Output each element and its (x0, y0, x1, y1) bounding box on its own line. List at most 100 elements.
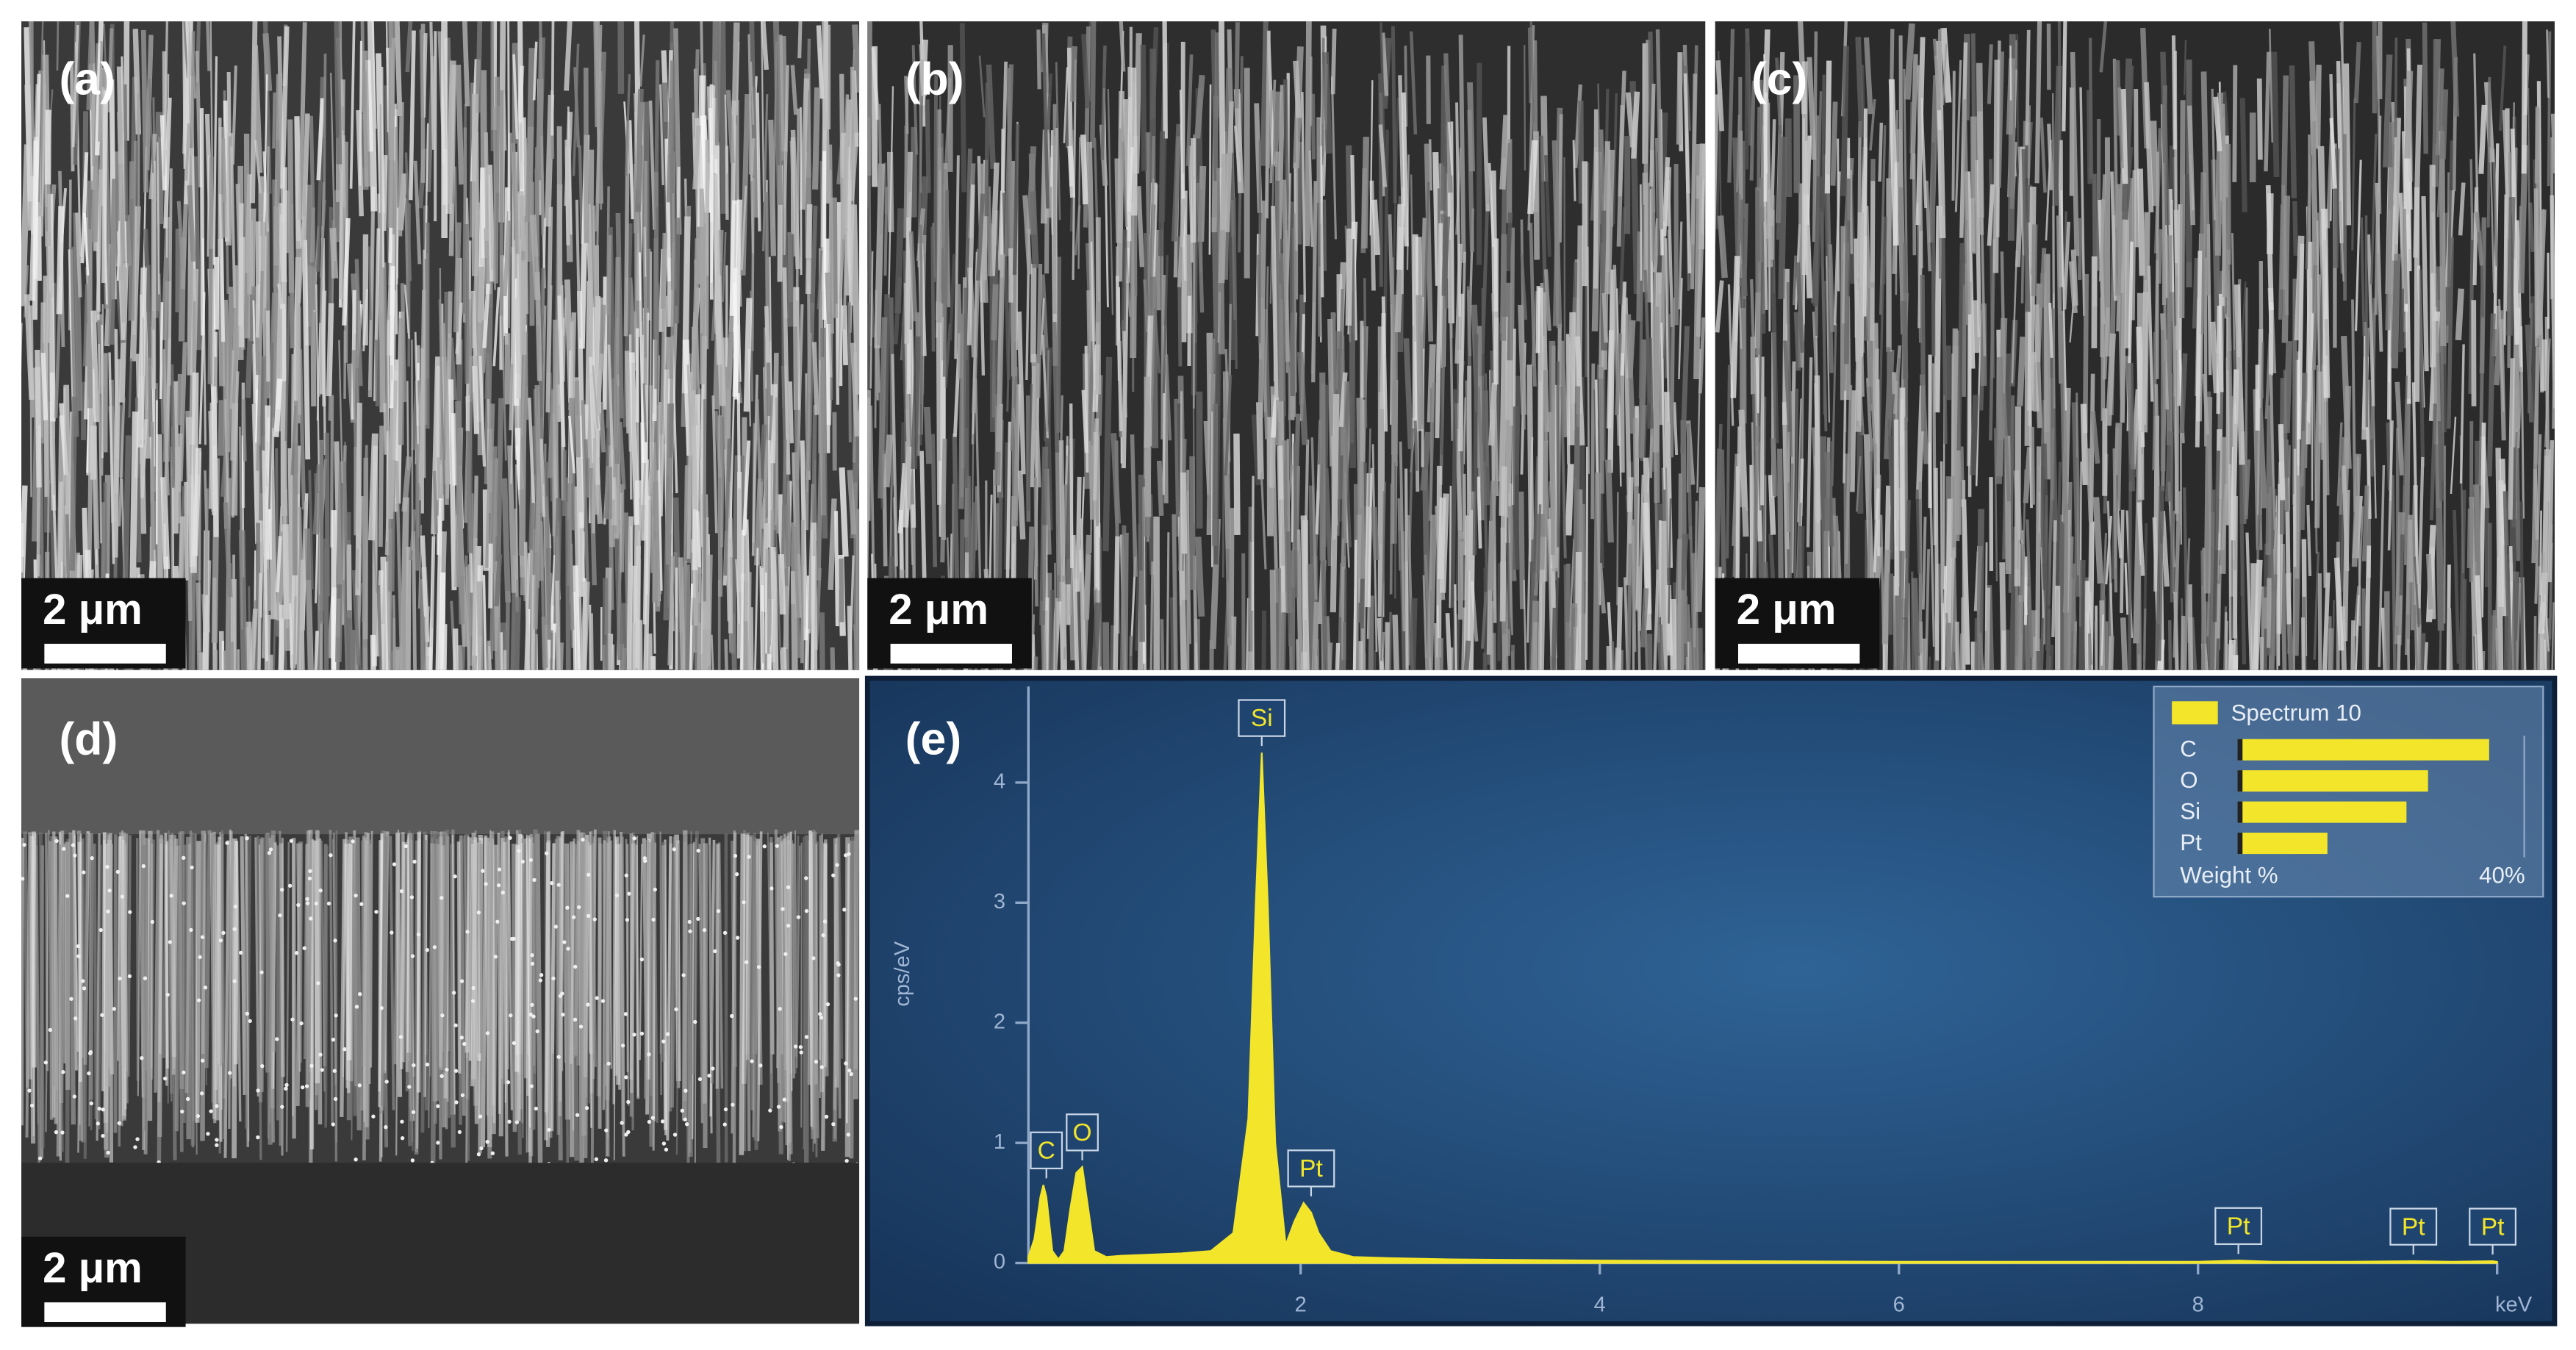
particle (786, 885, 791, 890)
nanowire (2087, 633, 2092, 670)
particle (248, 1019, 252, 1024)
nanowire (1715, 60, 1725, 132)
nanowire (2209, 532, 2214, 670)
nanowire (1678, 221, 1683, 310)
nanowire (1322, 52, 1332, 154)
nanowire (2342, 63, 2352, 226)
nanowire (1958, 446, 1965, 507)
nanowire (948, 254, 956, 341)
legend-label: Spectrum 10 (2231, 700, 2361, 725)
nanowire (405, 21, 413, 73)
particle (512, 1041, 517, 1046)
nanowire (1526, 437, 1534, 643)
particle (804, 876, 808, 880)
nanowire (2406, 639, 2411, 670)
nanowire (2371, 55, 2379, 109)
nanowire (463, 223, 470, 384)
nanowire (2413, 605, 2419, 670)
nanowire (779, 647, 787, 670)
inset-category: C (2180, 736, 2197, 762)
x-tick-label: keV (2495, 1293, 2533, 1316)
nanowire (1806, 357, 1813, 547)
inset-category: Si (2180, 798, 2200, 824)
nanowire (409, 832, 414, 1152)
nanowire (2394, 381, 2405, 475)
nanowire (904, 76, 909, 134)
nanowire (1369, 80, 1374, 236)
nanowire (2491, 610, 2497, 670)
nanowire (1083, 554, 1091, 620)
nanowire (2100, 614, 2104, 666)
nanowire (1855, 456, 1862, 512)
particle (614, 893, 620, 898)
nanowire (568, 415, 575, 474)
nanowire (764, 192, 772, 417)
nanowire (869, 251, 874, 389)
nanowire (1187, 491, 1191, 645)
nanowire (1854, 212, 1865, 432)
nanowire (770, 546, 779, 670)
nanowire (183, 21, 189, 79)
nanowire (573, 565, 581, 670)
nanowire (1463, 397, 1466, 464)
nanowire (804, 835, 810, 1163)
particle (289, 839, 294, 843)
nanowire (2421, 195, 2429, 372)
nanowire (941, 133, 945, 317)
nanowire (1164, 354, 1172, 441)
nanowire (2511, 571, 2519, 670)
inset-bar (2237, 801, 2407, 823)
nanowire (1879, 125, 1887, 315)
nanowire (768, 119, 777, 256)
nanowire (789, 840, 794, 1082)
nanowire (1763, 92, 1768, 202)
nanowire (165, 73, 170, 258)
nanowire (1945, 612, 1951, 670)
nanowire (828, 498, 837, 590)
nanowire (126, 835, 132, 1077)
particle (831, 1122, 836, 1127)
nanowire (1067, 146, 1076, 198)
nanowire (1435, 223, 1443, 439)
nanowire (532, 41, 538, 101)
nanowire (2180, 615, 2188, 670)
particle (484, 882, 488, 886)
nanowire (2184, 538, 2191, 658)
nanowire (1002, 193, 1011, 380)
nanowire (1618, 207, 1626, 305)
nanowire (1686, 423, 1693, 540)
nanowire (1472, 334, 1479, 556)
particle (29, 1103, 35, 1108)
nanowire (1409, 31, 1418, 134)
nanowire (2171, 510, 2175, 594)
nanowire (277, 36, 286, 223)
nanowire (2220, 116, 2228, 298)
nanowire (1012, 123, 1020, 276)
nanowire (759, 565, 764, 670)
nanowire (1544, 155, 1551, 257)
particle (440, 1013, 445, 1018)
nanowire (2078, 560, 2086, 670)
nanowire (367, 21, 378, 212)
nanowire (850, 66, 855, 181)
nanowire (323, 53, 327, 201)
inset-bar-start (2237, 833, 2243, 855)
nanowire (1820, 436, 1829, 586)
nanowire (613, 256, 620, 478)
nanowire (1987, 184, 1995, 246)
nanowire (1770, 263, 1779, 444)
particle (209, 1109, 213, 1113)
nanowire (806, 90, 811, 152)
nanowire (2446, 140, 2453, 326)
inset-bar-start (2237, 801, 2243, 823)
nanowire (702, 629, 708, 670)
particle (316, 981, 320, 985)
particle (783, 952, 788, 956)
nanowire (492, 287, 501, 367)
nanowire (1056, 256, 1062, 433)
nanowire (595, 353, 604, 416)
nanowire (628, 352, 640, 525)
nanowire (1727, 29, 1735, 183)
nanowire (45, 833, 49, 1071)
particle (586, 872, 591, 877)
